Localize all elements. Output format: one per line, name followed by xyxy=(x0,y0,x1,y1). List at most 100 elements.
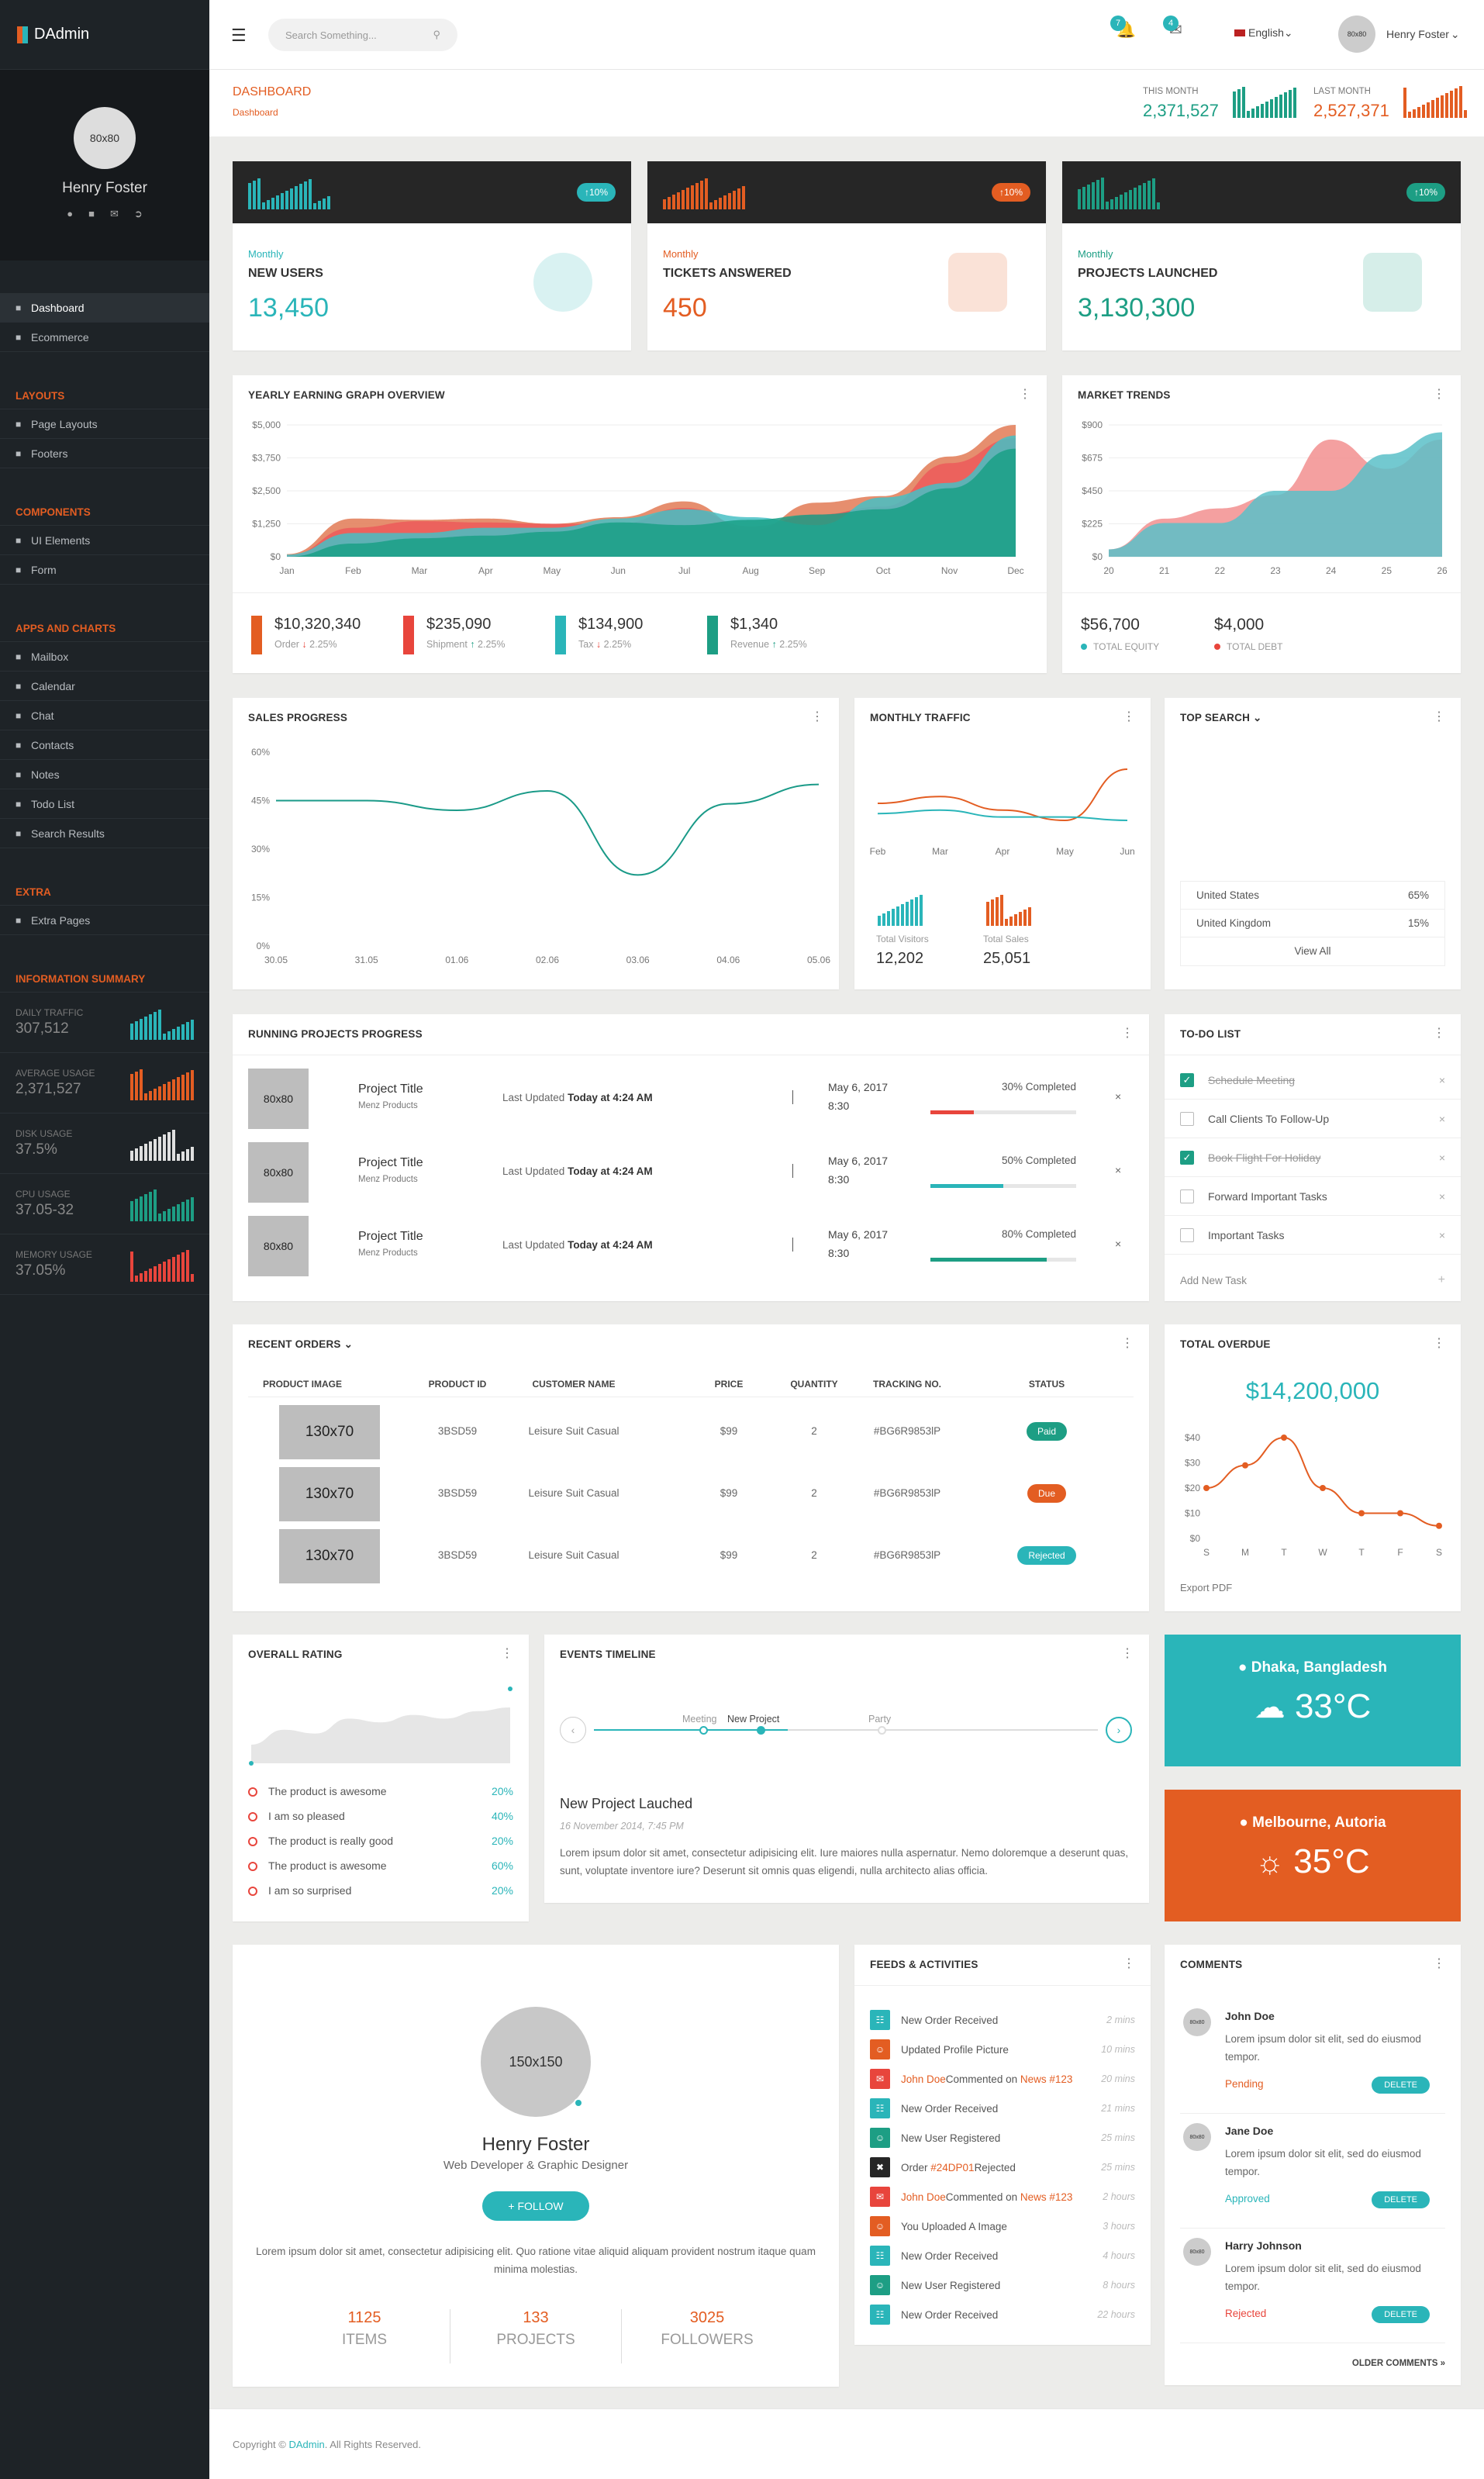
feed-user-link[interactable]: John Doe xyxy=(901,2073,946,2085)
sidebar-item-ecommerce[interactable]: ■ Ecommerce xyxy=(0,323,209,352)
sidebar-item-contacts[interactable]: ■ Contacts xyxy=(0,730,209,760)
todo-item[interactable]: ✓ Book Flight For Holiday × xyxy=(1165,1138,1461,1177)
column-header[interactable]: CUSTOMER NAME xyxy=(532,1379,616,1390)
more-icon[interactable]: ⋮ xyxy=(1433,1957,1445,1970)
close-icon[interactable]: × xyxy=(1438,1073,1445,1086)
column-header[interactable]: PRODUCT ID xyxy=(428,1379,487,1390)
todo-item[interactable]: Call Clients To Follow-Up × xyxy=(1165,1100,1461,1138)
search-row[interactable]: United States 65% xyxy=(1181,882,1444,910)
table-row[interactable]: 130x70 3BSD59 Leisure Suit Casual $99 2 #BG6R… xyxy=(248,1402,1134,1459)
mail-icon[interactable]: ✉ xyxy=(109,208,119,219)
sidebar-item-ui-elements[interactable]: ■ UI Elements xyxy=(0,526,209,555)
feed-item[interactable]: ✉ John DoeCommented on News #123 2 hours xyxy=(854,2182,1151,2211)
feed-item[interactable]: ☺ New User Registered 8 hours xyxy=(854,2270,1151,2300)
sidebar-item-footers[interactable]: ■ Footers xyxy=(0,439,209,468)
todo-checkbox[interactable]: ✓ xyxy=(1180,1150,1194,1165)
brand[interactable]: DAdmin xyxy=(0,0,209,70)
feed-item[interactable]: ☷ New Order Received 4 hours xyxy=(854,2241,1151,2270)
table-row[interactable]: 130x70 3BSD59 Leisure Suit Casual $99 2 #BG6R… xyxy=(248,1464,1134,1521)
avatar[interactable]: 80x80 xyxy=(74,107,136,169)
user-icon[interactable]: ● xyxy=(67,208,74,219)
export-pdf-link[interactable]: Export PDF xyxy=(1180,1582,1233,1593)
breadcrumb[interactable]: Dashboard xyxy=(233,107,278,118)
avatar[interactable]: 150x150 xyxy=(481,2007,591,2117)
column-header[interactable]: PRODUCT IMAGE xyxy=(263,1379,342,1390)
delete-button[interactable]: DELETE xyxy=(1372,2191,1430,2208)
project-name[interactable]: Project Title xyxy=(358,1156,423,1169)
bell-icon[interactable]: 🔔 7 xyxy=(1110,16,1136,40)
column-header[interactable]: STATUS xyxy=(1028,1379,1065,1390)
feed-link[interactable]: #24DP01 xyxy=(930,2161,975,2173)
comment-author[interactable]: Harry Johnson xyxy=(1225,2239,1302,2252)
feed-link[interactable]: News #123 xyxy=(1020,2191,1073,2203)
feed-user-link[interactable]: John Doe xyxy=(901,2191,946,2203)
sidebar-item-calendar[interactable]: ■ Calendar xyxy=(0,672,209,701)
language-select[interactable]: English⌄ xyxy=(1234,26,1293,40)
user-menu[interactable]: 80x80 Henry Foster ⌄ xyxy=(1338,16,1460,53)
feed-item[interactable]: ☷ New Order Received 22 hours xyxy=(854,2300,1151,2329)
sidebar-item-chat[interactable]: ■ Chat xyxy=(0,701,209,730)
lock-icon[interactable]: ■ xyxy=(88,208,95,219)
more-icon[interactable]: ⋮ xyxy=(1433,1027,1445,1040)
todo-item[interactable]: Important Tasks × xyxy=(1165,1216,1461,1255)
close-icon[interactable]: × xyxy=(1438,1151,1445,1164)
project-name[interactable]: Project Title xyxy=(358,1082,423,1096)
timeline-dot[interactable] xyxy=(757,1726,765,1735)
feed-item[interactable]: ✖ Order #24DP01Rejected 25 mins xyxy=(854,2153,1151,2182)
column-header[interactable]: QUANTITY xyxy=(790,1379,838,1390)
logout-icon[interactable]: ➲ xyxy=(133,208,143,219)
close-icon[interactable]: × xyxy=(1115,1090,1122,1103)
todo-checkbox[interactable]: ✓ xyxy=(1180,1072,1194,1087)
comment-author[interactable]: John Doe xyxy=(1225,2010,1275,2022)
feed-link[interactable]: News #123 xyxy=(1020,2073,1073,2085)
search-icon[interactable]: ⚲ xyxy=(433,29,440,40)
search-row[interactable]: United Kingdom 15% xyxy=(1181,910,1444,937)
sidebar-item-search-results[interactable]: ■ Search Results xyxy=(0,819,209,848)
sidebar-item-todo-list[interactable]: ■ Todo List xyxy=(0,789,209,819)
todo-checkbox[interactable] xyxy=(1180,1189,1194,1203)
follow-button[interactable]: + FOLLOW xyxy=(482,2191,589,2221)
sidebar-item-form[interactable]: ■ Form xyxy=(0,555,209,585)
table-row[interactable]: 130x70 3BSD59 Leisure Suit Casual $99 2 #BG6R… xyxy=(248,1526,1134,1583)
comment-author[interactable]: Jane Doe xyxy=(1225,2125,1274,2137)
more-icon[interactable]: ⋮ xyxy=(1433,710,1445,723)
sidebar-item-notes[interactable]: ■ Notes xyxy=(0,760,209,789)
feed-item[interactable]: ☷ New Order Received 21 mins xyxy=(854,2094,1151,2123)
todo-checkbox[interactable] xyxy=(1180,1111,1194,1126)
project-name[interactable]: Project Title xyxy=(358,1230,423,1243)
brand-link[interactable]: DAdmin xyxy=(288,2439,325,2450)
feed-item[interactable]: ☺ Updated Profile Picture 10 mins xyxy=(854,2035,1151,2064)
todo-item[interactable]: Forward Important Tasks × xyxy=(1165,1177,1461,1216)
menu-icon[interactable]: ☰ xyxy=(231,26,247,45)
more-icon[interactable]: ⋮ xyxy=(1123,710,1135,723)
timeline-dot[interactable] xyxy=(699,1726,708,1735)
close-icon[interactable]: × xyxy=(1438,1228,1445,1241)
envelope-icon[interactable]: ✉ 4 xyxy=(1163,16,1182,40)
timeline-next-button[interactable]: › xyxy=(1106,1717,1132,1743)
feed-item[interactable]: ☷ New Order Received 2 mins xyxy=(854,2005,1151,2035)
close-icon[interactable]: × xyxy=(1438,1189,1445,1203)
more-icon[interactable]: ⋮ xyxy=(1433,1337,1445,1350)
sidebar-item-page-layouts[interactable]: ■ Page Layouts xyxy=(0,409,209,439)
todo-item[interactable]: ✓ Schedule Meeting × xyxy=(1165,1061,1461,1100)
more-icon[interactable]: ⋮ xyxy=(1121,1337,1134,1350)
more-icon[interactable]: ⋮ xyxy=(1433,388,1445,401)
more-icon[interactable]: ⋮ xyxy=(1121,1647,1134,1660)
search-input[interactable]: Search Something... ⚲ xyxy=(268,19,457,51)
delete-button[interactable]: DELETE xyxy=(1372,2306,1430,2323)
column-header[interactable]: PRICE xyxy=(714,1379,744,1390)
card-title[interactable]: RECENT ORDERS ⌄ xyxy=(248,1338,354,1350)
delete-button[interactable]: DELETE xyxy=(1372,2077,1430,2094)
close-icon[interactable]: × xyxy=(1115,1238,1122,1250)
more-icon[interactable]: ⋮ xyxy=(1123,1957,1135,1970)
more-icon[interactable]: ⋮ xyxy=(1121,1027,1134,1040)
column-header[interactable]: TRACKING NO. xyxy=(873,1379,941,1390)
more-icon[interactable]: ⋮ xyxy=(1019,388,1031,401)
sidebar-item-mailbox[interactable]: ■ Mailbox xyxy=(0,642,209,672)
sidebar-item-dashboard[interactable]: ■ Dashboard xyxy=(0,293,209,323)
feed-item[interactable]: ☺ You Uploaded A Image 3 hours xyxy=(854,2211,1151,2241)
feed-item[interactable]: ☺ New User Registered 25 mins xyxy=(854,2123,1151,2153)
close-icon[interactable]: × xyxy=(1115,1164,1122,1176)
more-icon[interactable]: ⋮ xyxy=(811,710,823,723)
plus-icon[interactable]: + xyxy=(1437,1273,1445,1286)
